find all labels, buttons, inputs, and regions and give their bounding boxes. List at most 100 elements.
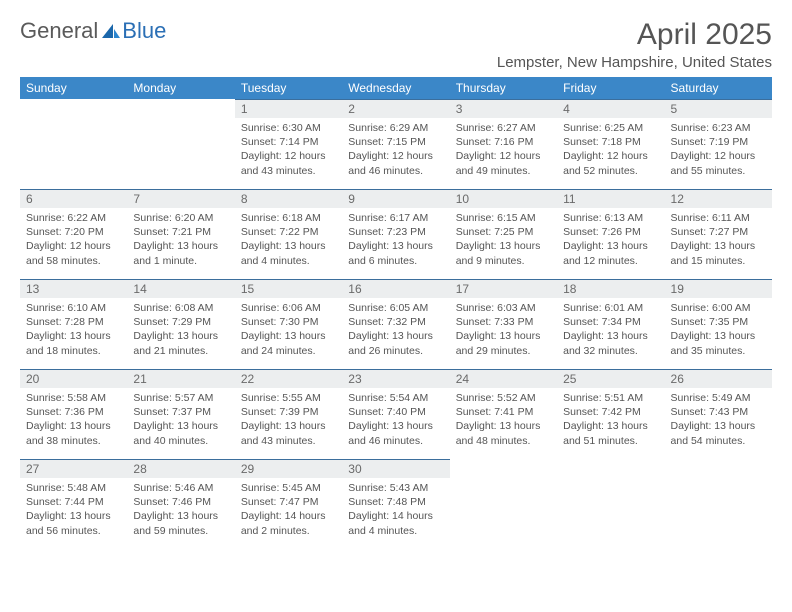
weekday-header: Friday bbox=[557, 77, 664, 99]
sunrise-text: Sunrise: 6:17 AM bbox=[348, 211, 443, 225]
page-title: April 2025 bbox=[497, 18, 772, 52]
sunset-text: Sunset: 7:25 PM bbox=[456, 225, 551, 239]
brand-logo: General Blue bbox=[20, 18, 166, 44]
location: Lempster, New Hampshire, United States bbox=[497, 54, 772, 71]
daylight-text: Daylight: 13 hours and 4 minutes. bbox=[241, 239, 336, 267]
title-block: April 2025 Lempster, New Hampshire, Unit… bbox=[497, 18, 772, 71]
brand-part1: General bbox=[20, 18, 98, 44]
daylight-text: Daylight: 13 hours and 54 minutes. bbox=[671, 419, 766, 447]
daylight-text: Daylight: 13 hours and 32 minutes. bbox=[563, 329, 658, 357]
day-number: 24 bbox=[450, 369, 557, 388]
daylight-text: Daylight: 12 hours and 43 minutes. bbox=[241, 149, 336, 177]
calendar-cell: 25Sunrise: 5:51 AMSunset: 7:42 PMDayligh… bbox=[557, 369, 664, 459]
daylight-text: Daylight: 13 hours and 59 minutes. bbox=[133, 509, 228, 537]
calendar-cell: 18Sunrise: 6:01 AMSunset: 7:34 PMDayligh… bbox=[557, 279, 664, 369]
calendar-cell: 26Sunrise: 5:49 AMSunset: 7:43 PMDayligh… bbox=[665, 369, 772, 459]
day-body: Sunrise: 6:18 AMSunset: 7:22 PMDaylight:… bbox=[235, 208, 342, 271]
day-number: 7 bbox=[127, 189, 234, 208]
sunrise-text: Sunrise: 5:57 AM bbox=[133, 391, 228, 405]
day-body: Sunrise: 6:23 AMSunset: 7:19 PMDaylight:… bbox=[665, 118, 772, 181]
day-body: Sunrise: 5:51 AMSunset: 7:42 PMDaylight:… bbox=[557, 388, 664, 451]
day-number: 27 bbox=[20, 459, 127, 478]
calendar-week-row: 13Sunrise: 6:10 AMSunset: 7:28 PMDayligh… bbox=[20, 279, 772, 369]
calendar-cell: 11Sunrise: 6:13 AMSunset: 7:26 PMDayligh… bbox=[557, 189, 664, 279]
day-number: 28 bbox=[127, 459, 234, 478]
daylight-text: Daylight: 13 hours and 48 minutes. bbox=[456, 419, 551, 447]
daylight-text: Daylight: 13 hours and 26 minutes. bbox=[348, 329, 443, 357]
daylight-text: Daylight: 13 hours and 51 minutes. bbox=[563, 419, 658, 447]
brand-part2: Blue bbox=[122, 18, 166, 44]
weekday-header: Tuesday bbox=[235, 77, 342, 99]
calendar-cell: 16Sunrise: 6:05 AMSunset: 7:32 PMDayligh… bbox=[342, 279, 449, 369]
calendar-cell: 13Sunrise: 6:10 AMSunset: 7:28 PMDayligh… bbox=[20, 279, 127, 369]
day-number: 15 bbox=[235, 279, 342, 298]
day-number: 6 bbox=[20, 189, 127, 208]
calendar-cell: 3Sunrise: 6:27 AMSunset: 7:16 PMDaylight… bbox=[450, 99, 557, 189]
calendar-table: SundayMondayTuesdayWednesdayThursdayFrid… bbox=[20, 77, 772, 549]
calendar-cell: 12Sunrise: 6:11 AMSunset: 7:27 PMDayligh… bbox=[665, 189, 772, 279]
day-number: 10 bbox=[450, 189, 557, 208]
calendar-cell: 1Sunrise: 6:30 AMSunset: 7:14 PMDaylight… bbox=[235, 99, 342, 189]
day-body: Sunrise: 5:52 AMSunset: 7:41 PMDaylight:… bbox=[450, 388, 557, 451]
day-body: Sunrise: 5:49 AMSunset: 7:43 PMDaylight:… bbox=[665, 388, 772, 451]
day-number: 3 bbox=[450, 99, 557, 118]
sunrise-text: Sunrise: 6:03 AM bbox=[456, 301, 551, 315]
calendar-cell: 6Sunrise: 6:22 AMSunset: 7:20 PMDaylight… bbox=[20, 189, 127, 279]
day-body: Sunrise: 6:15 AMSunset: 7:25 PMDaylight:… bbox=[450, 208, 557, 271]
weekday-header: Sunday bbox=[20, 77, 127, 99]
calendar-week-row: 27Sunrise: 5:48 AMSunset: 7:44 PMDayligh… bbox=[20, 459, 772, 549]
daylight-text: Daylight: 13 hours and 38 minutes. bbox=[26, 419, 121, 447]
header: General Blue April 2025 Lempster, New Ha… bbox=[20, 18, 772, 71]
day-body: Sunrise: 6:05 AMSunset: 7:32 PMDaylight:… bbox=[342, 298, 449, 361]
daylight-text: Daylight: 13 hours and 29 minutes. bbox=[456, 329, 551, 357]
day-number: 21 bbox=[127, 369, 234, 388]
sunrise-text: Sunrise: 5:45 AM bbox=[241, 481, 336, 495]
day-number: 12 bbox=[665, 189, 772, 208]
day-body: Sunrise: 6:11 AMSunset: 7:27 PMDaylight:… bbox=[665, 208, 772, 271]
sunset-text: Sunset: 7:16 PM bbox=[456, 135, 551, 149]
daylight-text: Daylight: 12 hours and 52 minutes. bbox=[563, 149, 658, 177]
day-body: Sunrise: 5:57 AMSunset: 7:37 PMDaylight:… bbox=[127, 388, 234, 451]
daylight-text: Daylight: 13 hours and 18 minutes. bbox=[26, 329, 121, 357]
calendar-cell: 17Sunrise: 6:03 AMSunset: 7:33 PMDayligh… bbox=[450, 279, 557, 369]
day-body: Sunrise: 6:00 AMSunset: 7:35 PMDaylight:… bbox=[665, 298, 772, 361]
calendar-cell bbox=[20, 99, 127, 189]
daylight-text: Daylight: 13 hours and 15 minutes. bbox=[671, 239, 766, 267]
calendar-cell: 8Sunrise: 6:18 AMSunset: 7:22 PMDaylight… bbox=[235, 189, 342, 279]
sunset-text: Sunset: 7:43 PM bbox=[671, 405, 766, 419]
weekday-header: Saturday bbox=[665, 77, 772, 99]
daylight-text: Daylight: 12 hours and 49 minutes. bbox=[456, 149, 551, 177]
calendar-cell: 15Sunrise: 6:06 AMSunset: 7:30 PMDayligh… bbox=[235, 279, 342, 369]
daylight-text: Daylight: 13 hours and 56 minutes. bbox=[26, 509, 121, 537]
daylight-text: Daylight: 13 hours and 43 minutes. bbox=[241, 419, 336, 447]
calendar-cell: 22Sunrise: 5:55 AMSunset: 7:39 PMDayligh… bbox=[235, 369, 342, 459]
sunrise-text: Sunrise: 6:15 AM bbox=[456, 211, 551, 225]
sunset-text: Sunset: 7:22 PM bbox=[241, 225, 336, 239]
day-number: 26 bbox=[665, 369, 772, 388]
sunrise-text: Sunrise: 6:25 AM bbox=[563, 121, 658, 135]
sunset-text: Sunset: 7:44 PM bbox=[26, 495, 121, 509]
calendar-cell bbox=[557, 459, 664, 549]
daylight-text: Daylight: 12 hours and 46 minutes. bbox=[348, 149, 443, 177]
weekday-header-row: SundayMondayTuesdayWednesdayThursdayFrid… bbox=[20, 77, 772, 99]
calendar-body: 1Sunrise: 6:30 AMSunset: 7:14 PMDaylight… bbox=[20, 99, 772, 549]
sunrise-text: Sunrise: 6:22 AM bbox=[26, 211, 121, 225]
sunset-text: Sunset: 7:26 PM bbox=[563, 225, 658, 239]
sunset-text: Sunset: 7:39 PM bbox=[241, 405, 336, 419]
sunrise-text: Sunrise: 5:51 AM bbox=[563, 391, 658, 405]
day-body: Sunrise: 6:06 AMSunset: 7:30 PMDaylight:… bbox=[235, 298, 342, 361]
daylight-text: Daylight: 13 hours and 9 minutes. bbox=[456, 239, 551, 267]
day-body: Sunrise: 6:29 AMSunset: 7:15 PMDaylight:… bbox=[342, 118, 449, 181]
daylight-text: Daylight: 13 hours and 1 minute. bbox=[133, 239, 228, 267]
day-number: 1 bbox=[235, 99, 342, 118]
sunset-text: Sunset: 7:42 PM bbox=[563, 405, 658, 419]
day-number: 25 bbox=[557, 369, 664, 388]
daylight-text: Daylight: 13 hours and 35 minutes. bbox=[671, 329, 766, 357]
calendar-cell bbox=[127, 99, 234, 189]
sunrise-text: Sunrise: 5:55 AM bbox=[241, 391, 336, 405]
day-number: 17 bbox=[450, 279, 557, 298]
calendar-cell: 10Sunrise: 6:15 AMSunset: 7:25 PMDayligh… bbox=[450, 189, 557, 279]
sunrise-text: Sunrise: 5:48 AM bbox=[26, 481, 121, 495]
daylight-text: Daylight: 12 hours and 55 minutes. bbox=[671, 149, 766, 177]
day-number: 16 bbox=[342, 279, 449, 298]
